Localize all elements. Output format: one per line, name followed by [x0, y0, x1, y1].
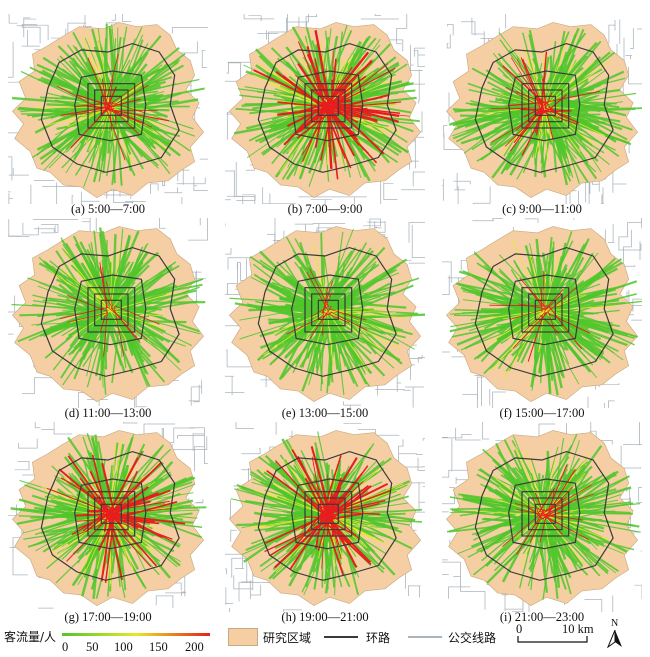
- panel-caption: (e) 13:00—15:00: [281, 406, 369, 420]
- flow-tick: 200: [185, 640, 204, 654]
- flow-map: [8, 218, 208, 408]
- flow-map: [442, 422, 642, 612]
- map-panel: (e) 13:00—15:00: [225, 218, 425, 420]
- ring-roads: [257, 450, 397, 581]
- study-area-swatch: [228, 628, 258, 646]
- panel-caption: (g) 17:00—19:00: [64, 610, 152, 624]
- ring-roads: [257, 246, 397, 377]
- legend: 客流量/人 0 50 100 150 200 研究区域 环路 公交线路 0 10…: [0, 618, 650, 657]
- flow-map: [8, 422, 208, 609]
- map-panel: (a) 5:00—7:00: [8, 14, 208, 216]
- panel-caption: (a) 5:00—7:00: [71, 202, 145, 216]
- ring-road-label: 环路: [366, 631, 391, 645]
- bus-line-label: 公交线路: [448, 631, 497, 645]
- flow-lines: [10, 433, 207, 599]
- flow-tick: 0: [62, 640, 69, 654]
- map-panel: (i) 21:00—23:00: [442, 422, 642, 624]
- flow-map: [442, 218, 642, 408]
- flow-map: [225, 422, 425, 612]
- flow-color-ramp: [62, 633, 210, 636]
- flow-map: [225, 14, 425, 204]
- ring-roads: [474, 42, 614, 173]
- north-label: N: [611, 618, 619, 629]
- panel-caption: (h) 19:00—21:00: [281, 610, 369, 624]
- map-panel: (b) 7:00—9:00: [225, 14, 425, 216]
- ring-roads: [40, 450, 180, 581]
- study-area-label: 研究区域: [263, 631, 312, 645]
- flow-map: [442, 14, 642, 204]
- panel-caption: (c) 9:00—11:00: [502, 202, 582, 216]
- flow-lines: [11, 227, 206, 395]
- map-panel: (f) 15:00—17:00: [442, 218, 642, 420]
- flow-lines: [449, 231, 642, 396]
- panel-caption: (f) 15:00—17:00: [499, 406, 585, 420]
- north-arrow-icon: [607, 630, 622, 648]
- ring-roads: [257, 42, 397, 173]
- panel-caption: (b) 7:00—9:00: [287, 202, 363, 216]
- flow-legend-title: 客流量/人: [4, 630, 57, 644]
- map-panel: (c) 9:00—11:00: [442, 14, 642, 216]
- ring-road-swatch: [324, 636, 358, 638]
- flow-map: [8, 14, 208, 204]
- flow-tick: 100: [114, 640, 133, 654]
- panel-caption: (d) 11:00—13:00: [64, 406, 152, 420]
- scale-zero: 0: [516, 622, 523, 636]
- ring-roads: [474, 450, 614, 581]
- flow-tick: 50: [86, 640, 99, 654]
- flow-map: [225, 218, 425, 408]
- map-panel: (h) 19:00—21:00: [225, 422, 425, 624]
- map-panel: (g) 17:00—19:00: [8, 422, 208, 624]
- bus-line-swatch: [408, 636, 442, 638]
- scale-label: 10 km: [562, 622, 594, 636]
- scale-bar: [517, 636, 588, 643]
- flow-lines: [229, 228, 425, 395]
- ring-roads: [40, 246, 180, 377]
- panel-caption: (i) 21:00—23:00: [499, 610, 585, 624]
- flow-tick: 150: [149, 640, 168, 654]
- map-panel: (d) 11:00—13:00: [8, 218, 208, 420]
- ring-roads: [40, 42, 180, 173]
- ring-roads: [474, 246, 614, 377]
